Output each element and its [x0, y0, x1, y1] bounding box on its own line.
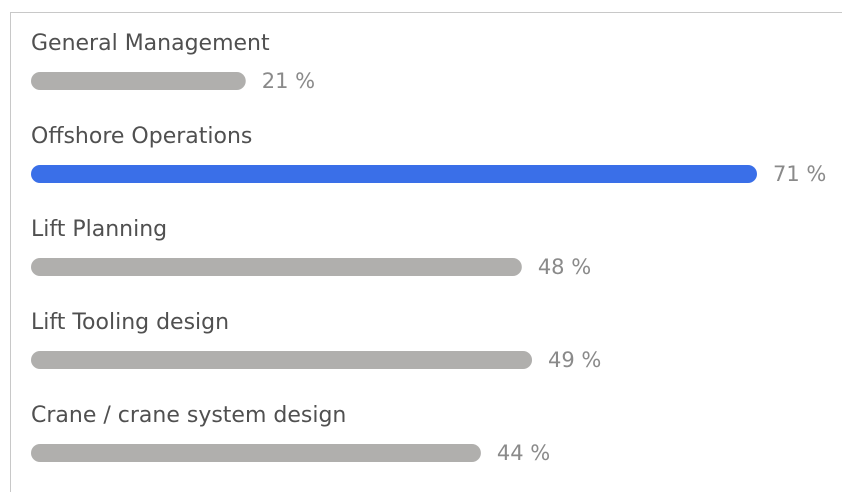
category-label: Lift Planning	[31, 217, 167, 242]
bar	[31, 258, 522, 276]
category-label: Lift Tooling design	[31, 310, 229, 335]
value-label: 71 %	[773, 162, 826, 186]
bar	[31, 72, 246, 90]
category-label: Crane / crane system design	[31, 403, 346, 428]
bar	[31, 165, 757, 183]
category-label: Offshore Operations	[31, 124, 252, 149]
bar	[31, 444, 481, 462]
value-label: 21 %	[262, 69, 315, 93]
value-label: 48 %	[538, 255, 591, 279]
bar	[31, 351, 533, 369]
category-label: General Management	[31, 31, 270, 56]
value-label: 49 %	[548, 348, 601, 372]
value-label: 44 %	[497, 441, 550, 465]
